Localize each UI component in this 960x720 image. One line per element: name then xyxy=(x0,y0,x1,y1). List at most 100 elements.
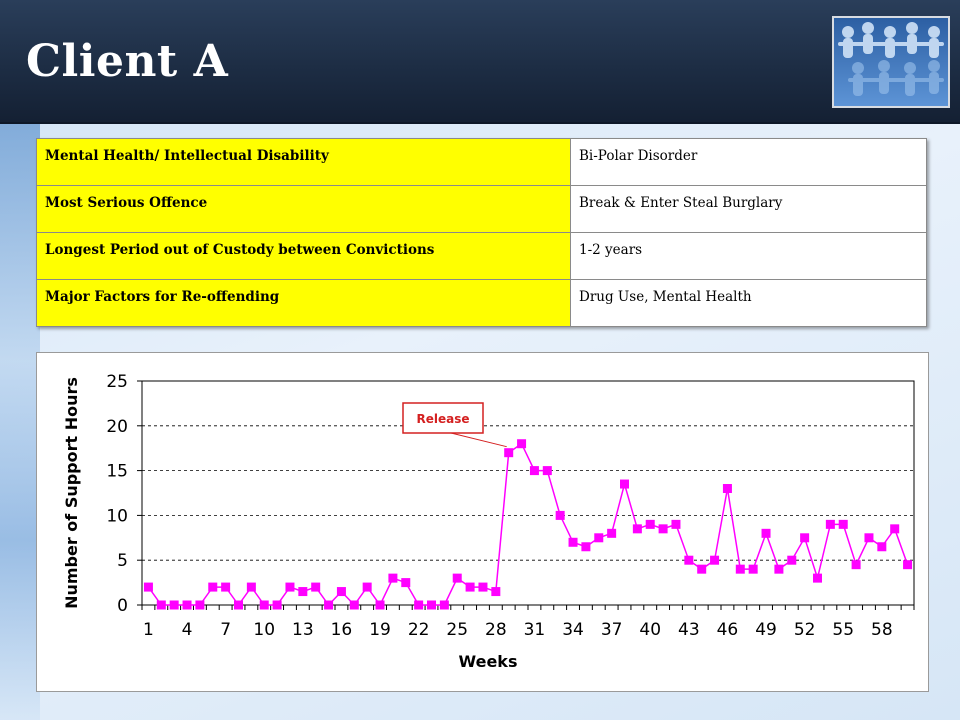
y-tick-label: 20 xyxy=(106,417,128,437)
release-callout-box xyxy=(402,402,484,434)
data-point xyxy=(774,564,784,574)
data-point xyxy=(336,587,346,597)
x-tick-label: 4 xyxy=(182,620,193,640)
data-point xyxy=(645,519,655,529)
data-point xyxy=(800,533,810,543)
data-point xyxy=(710,555,720,565)
data-point xyxy=(465,582,475,592)
data-point xyxy=(735,564,745,574)
people-chain-logo-icon xyxy=(832,16,950,108)
x-tick-label: 46 xyxy=(717,620,739,640)
chart-svg: 0 5 10 15 20 25 1 4 7 10 13 16 19 22 25 28 31 34 37 40 43 46… xyxy=(62,372,915,671)
data-point xyxy=(890,524,900,534)
data-point xyxy=(761,528,771,538)
y-tick-label: 25 xyxy=(106,372,128,392)
callout-leader xyxy=(450,432,507,448)
background-decoration xyxy=(0,122,40,720)
y-axis-label: Number of Support Hours xyxy=(62,377,81,609)
y-tick-label: 15 xyxy=(106,462,128,482)
x-tick-label: 28 xyxy=(485,620,507,640)
x-tick-label: 1 xyxy=(143,620,154,640)
slide-title: Client A xyxy=(26,36,229,87)
data-point xyxy=(864,533,874,543)
data-point xyxy=(221,582,231,592)
series-line xyxy=(147,442,909,607)
row-label: Longest Period out of Custody between Co… xyxy=(36,232,571,280)
table-row: Most Serious Offence Break & Enter Steal… xyxy=(36,185,927,233)
release-callout-label: Release xyxy=(416,412,469,426)
support-hours-chart: 0 5 10 15 20 25 1 4 7 10 13 16 19 22 25 28 31 34 37 40 43 46… xyxy=(36,352,929,692)
row-value: Drug Use, Mental Health xyxy=(570,279,927,327)
data-point xyxy=(632,524,642,534)
x-tick-label: 34 xyxy=(562,620,584,640)
x-tick-label: 25 xyxy=(446,620,468,640)
row-value: Bi-Polar Disorder xyxy=(570,138,927,186)
y-tick-label: 0 xyxy=(117,596,128,616)
data-point xyxy=(208,582,218,592)
data-point xyxy=(581,542,591,552)
data-point xyxy=(851,560,861,570)
data-point xyxy=(311,582,321,592)
table-row: Mental Health/ Intellectual Disability B… xyxy=(36,138,927,186)
client-info-table: Mental Health/ Intellectual Disability B… xyxy=(36,138,927,327)
slide-header: Client A xyxy=(0,0,960,124)
x-tick-label: 58 xyxy=(871,620,893,640)
data-point xyxy=(349,600,359,610)
data-point xyxy=(620,479,629,489)
data-point xyxy=(259,600,269,610)
data-point xyxy=(375,600,385,610)
x-axis-label: Weeks xyxy=(459,652,518,671)
x-tick-label: 19 xyxy=(369,620,391,640)
data-point xyxy=(529,466,539,476)
data-point xyxy=(568,537,578,547)
data-point xyxy=(401,578,411,588)
data-point xyxy=(825,519,835,529)
data-point xyxy=(722,484,732,494)
data-point xyxy=(285,582,295,592)
data-point xyxy=(234,600,243,610)
data-point xyxy=(697,564,707,574)
data-point xyxy=(272,600,282,610)
data-point xyxy=(671,519,681,529)
data-point xyxy=(182,600,192,610)
data-point xyxy=(169,600,179,610)
data-point xyxy=(156,600,166,610)
row-label: Major Factors for Re-offending xyxy=(36,279,571,327)
x-tick-label: 55 xyxy=(832,620,854,640)
data-point xyxy=(452,573,462,583)
x-tick-label: 37 xyxy=(601,620,623,640)
x-tick-label: 31 xyxy=(524,620,546,640)
data-point xyxy=(388,573,398,583)
data-point xyxy=(813,573,822,583)
row-value: 1-2 years xyxy=(570,232,927,280)
plot-frame xyxy=(141,380,915,606)
table-row: Longest Period out of Custody between Co… xyxy=(36,232,927,280)
x-tick-label: 40 xyxy=(639,620,661,640)
data-point xyxy=(362,582,372,592)
data-point xyxy=(594,533,604,543)
x-tick-label: 13 xyxy=(292,620,314,640)
table-row: Major Factors for Re-offending Drug Use,… xyxy=(36,279,927,327)
data-point xyxy=(517,439,527,449)
data-point xyxy=(555,510,565,520)
data-point xyxy=(542,466,552,476)
x-tick-label: 52 xyxy=(794,620,816,640)
data-point xyxy=(838,519,848,529)
x-tick-label: 43 xyxy=(678,620,700,640)
data-point xyxy=(478,582,488,592)
x-tick-label: 22 xyxy=(408,620,430,640)
row-label: Most Serious Offence xyxy=(36,185,571,233)
row-value: Break & Enter Steal Burglary xyxy=(570,185,927,233)
data-point xyxy=(298,587,308,597)
data-point xyxy=(491,587,501,597)
data-point xyxy=(684,555,694,565)
data-point xyxy=(504,448,514,458)
data-point xyxy=(195,600,205,610)
data-point xyxy=(324,600,334,610)
y-tick-label: 10 xyxy=(106,506,128,526)
data-point xyxy=(246,582,256,592)
data-point xyxy=(414,600,424,610)
data-point xyxy=(427,600,436,610)
y-tick-label: 5 xyxy=(117,551,128,571)
data-point xyxy=(607,528,617,538)
